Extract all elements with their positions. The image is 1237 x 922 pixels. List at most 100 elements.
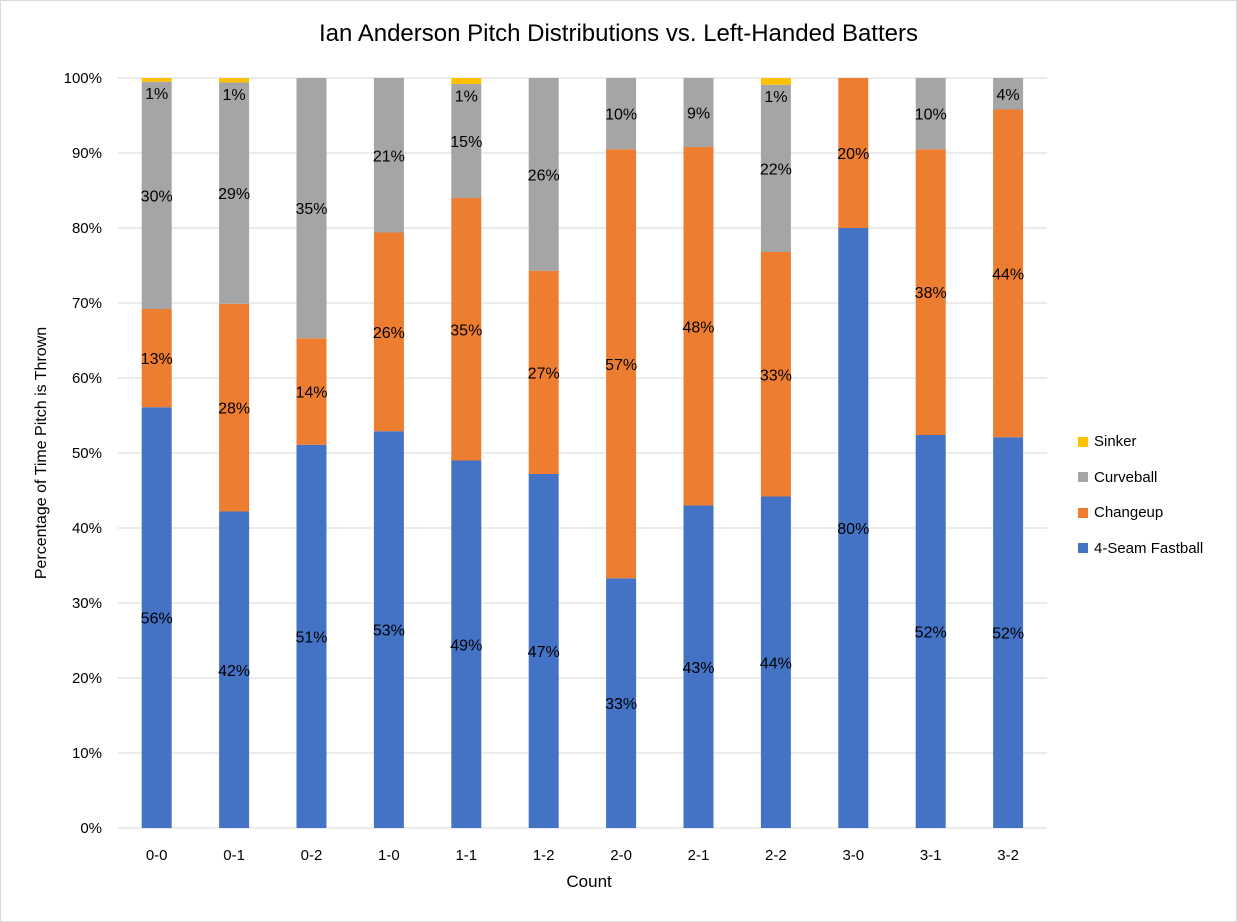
bar-sinker [219,78,250,83]
data-label: 26% [528,167,560,184]
legend-item: Sinker [1078,424,1203,460]
y-tick-label: 40% [72,520,102,537]
data-label: 80% [837,521,869,538]
y-tick-label: 70% [72,295,102,312]
data-label: 29% [218,186,250,203]
legend-label: Changeup [1094,504,1164,522]
data-label: 30% [141,188,173,205]
bar-4-seam-fastball [528,474,559,828]
bar-curveball [219,82,250,304]
data-label: 51% [295,629,327,646]
bar-curveball [141,81,172,309]
bar-changeup [606,149,637,579]
data-label: 13% [141,351,173,368]
data-label: 10% [605,107,637,124]
x-tick-label: 2-0 [610,847,632,864]
x-tick-label: 1-2 [533,847,555,864]
bar-4-seam-fastball [373,431,404,828]
bar-curveball [993,78,1024,110]
bar-changeup [528,270,559,474]
y-tick-label: 10% [72,745,102,762]
bar-changeup [296,338,327,445]
y-tick-label: 20% [72,670,102,687]
bar-4-seam-fastball [141,407,172,828]
data-label: 33% [760,367,792,384]
x-tick-label: 2-2 [765,847,787,864]
data-label: 38% [915,285,947,302]
legend-swatch [1078,543,1088,554]
data-label: 15% [450,134,482,151]
data-label: 53% [373,623,405,640]
data-label: 47% [528,644,560,661]
y-tick-label: 50% [72,445,102,462]
x-tick-label: 1-0 [378,847,400,864]
data-label: 44% [992,266,1024,283]
legend-swatch [1078,436,1088,447]
data-label: 9% [687,106,710,123]
bar-changeup [760,252,791,497]
legend-item: Curveball [1078,460,1203,496]
y-axis-label: Percentage of Time Pitch is Thrown [33,326,50,580]
bar-sinker [451,78,482,84]
data-label: 22% [760,161,792,178]
bar-4-seam-fastball [451,460,482,828]
data-label: 4% [997,87,1020,104]
bar-4-seam-fastball [683,505,714,828]
legend-label: Curveball [1094,468,1158,486]
chart-title: Ian Anderson Pitch Distributions vs. Lef… [319,20,918,47]
data-label: 1% [764,89,787,106]
legend-swatch [1078,472,1088,483]
x-axis-label: Count [566,872,612,891]
y-tick-label: 30% [72,595,102,612]
y-tick-label: 90% [72,145,102,162]
x-tick-label: 0-1 [223,847,245,864]
bar-changeup [683,147,714,506]
x-tick-label: 3-1 [920,847,942,864]
bar-4-seam-fastball [296,444,327,828]
data-label: 44% [760,655,792,672]
bar-curveball [606,78,637,150]
legend-swatch [1078,507,1088,518]
bar-changeup [993,109,1024,438]
data-label: 57% [605,357,637,374]
x-tick-label: 0-2 [301,847,323,864]
data-label: 10% [915,107,947,124]
data-label: 52% [915,625,947,642]
legend-label: 4-Seam Fastball [1094,539,1204,557]
bar-curveball [373,78,404,233]
bar-4-seam-fastball [915,435,946,828]
bar-4-seam-fastball [760,496,791,828]
data-label: 26% [373,325,405,342]
data-label: 48% [682,319,714,336]
data-label: 28% [218,401,250,418]
bar-changeup [373,232,404,432]
data-label: 27% [528,365,560,382]
bar-changeup [915,149,946,435]
data-label: 33% [605,696,637,713]
data-label: 43% [682,660,714,677]
data-label: 21% [373,148,405,165]
x-tick-label: 3-2 [997,847,1019,864]
bar-curveball [760,84,791,252]
bar-curveball [528,78,559,271]
bar-changeup [838,78,869,228]
bar-sinker [141,78,172,82]
x-tick-label: 3-0 [842,847,864,864]
bar-4-seam-fastball [219,511,250,828]
y-tick-label: 0% [80,820,102,837]
data-label: 1% [455,88,478,105]
y-tick-label: 60% [72,370,102,387]
data-label: 14% [295,385,327,402]
data-label: 49% [450,637,482,654]
data-label: 1% [223,87,246,104]
x-tick-label: 2-1 [688,847,710,864]
data-label: 1% [145,86,168,103]
legend: Sinker Curveball Changeup 4-Seam Fastball [1078,424,1203,566]
bar-changeup [219,303,250,512]
x-tick-label: 1-1 [455,847,477,864]
legend-item: 4-Seam Fastball [1078,531,1203,567]
legend-label: Sinker [1094,433,1137,451]
data-label: 56% [141,611,173,628]
bar-4-seam-fastball [993,437,1024,828]
